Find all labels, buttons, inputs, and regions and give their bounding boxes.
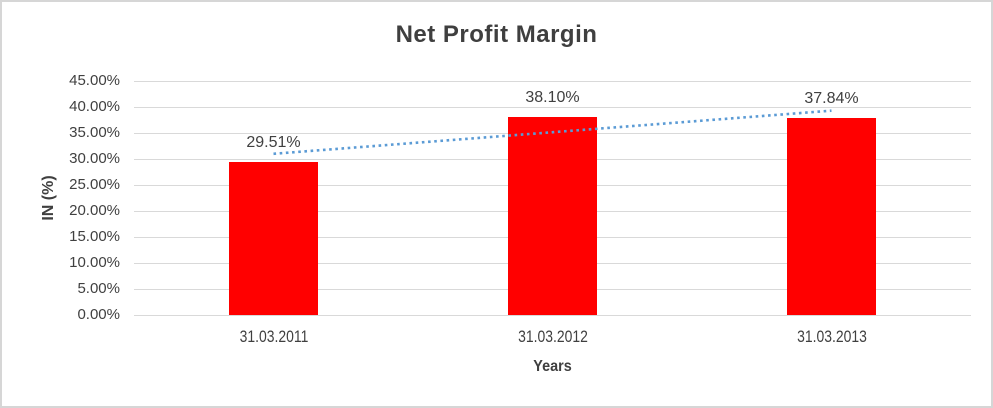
y-tick-label: 40.00% <box>69 98 120 115</box>
bar-data-label: 38.10% <box>525 88 580 106</box>
y-tick-label: 10.00% <box>69 254 120 271</box>
trendline <box>273 109 832 156</box>
bar-data-label: 37.84% <box>804 90 859 108</box>
y-tick-label: 25.00% <box>69 176 120 193</box>
plot-area: 29.51% 38.10% 37.84% <box>134 81 971 316</box>
y-tick-label: 20.00% <box>69 202 120 219</box>
x-tick-label: 31.03.2012 <box>517 327 588 346</box>
gridline <box>134 315 971 316</box>
trendline-segment <box>273 109 832 156</box>
bar <box>787 118 876 315</box>
y-tick-label: 30.00% <box>69 150 120 167</box>
chart-title: Net Profit Margin <box>395 21 598 48</box>
y-tick-label: 0.00% <box>77 306 120 323</box>
x-axis-title: Years <box>533 358 572 375</box>
gridline <box>134 107 971 108</box>
bar <box>508 116 597 315</box>
bar-data-label: 29.51% <box>246 133 301 151</box>
y-tick-label: 35.00% <box>69 124 120 141</box>
bar <box>229 161 318 315</box>
y-tick-label: 15.00% <box>69 228 120 245</box>
x-tick-label: 31.03.2013 <box>796 327 867 346</box>
x-tick-label: 31.03.2011 <box>239 327 308 346</box>
y-tick-label: 5.00% <box>77 280 120 297</box>
y-tick-label: 45.00% <box>69 72 120 89</box>
gridline <box>134 81 971 82</box>
